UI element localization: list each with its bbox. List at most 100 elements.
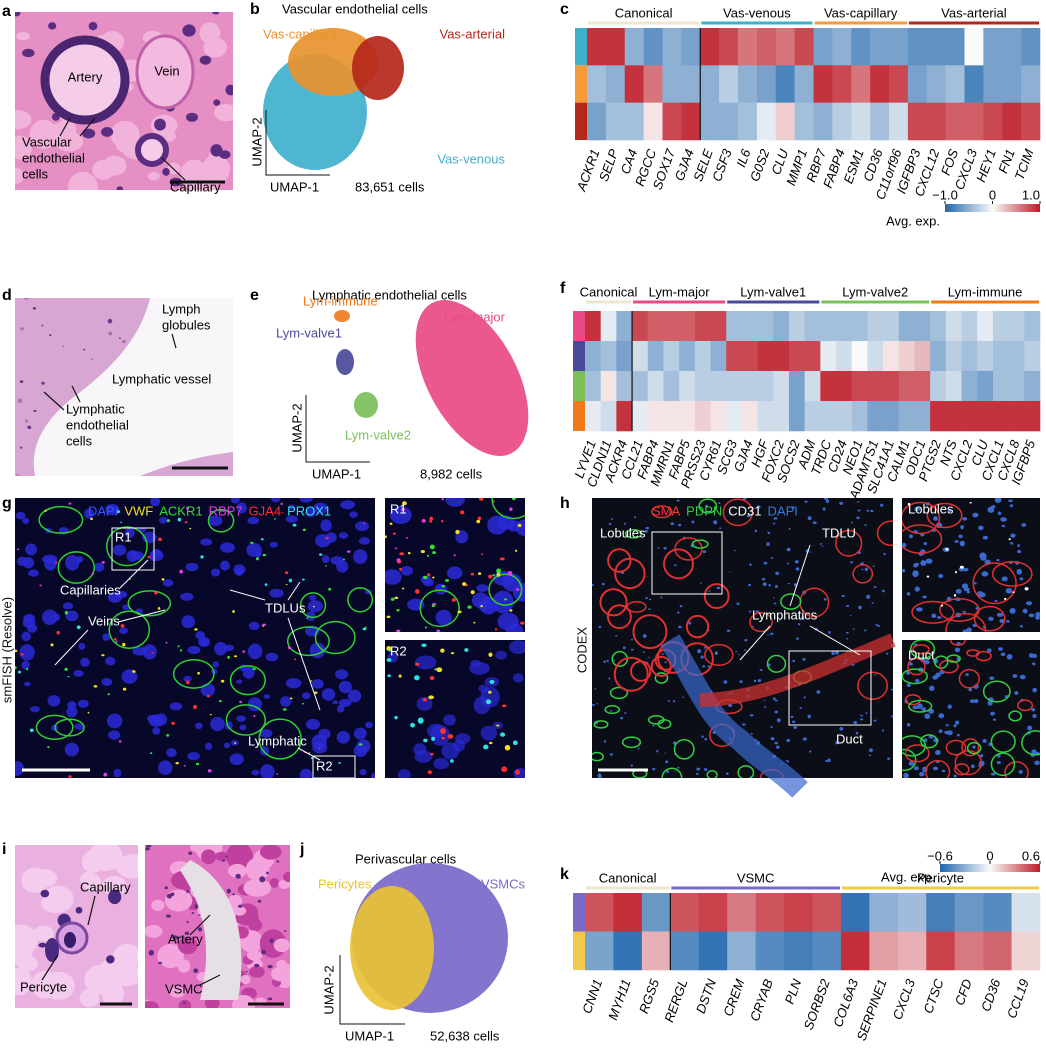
texture-dot	[971, 764, 975, 769]
texture-dot	[972, 512, 979, 518]
texture-dot	[470, 659, 482, 668]
texture-dot	[908, 761, 915, 766]
texture-dot	[825, 760, 828, 763]
texture-dot	[792, 720, 796, 724]
texture-dot	[660, 596, 663, 599]
texture-dot	[120, 624, 125, 628]
texture-dot	[652, 767, 656, 771]
texture-dot	[507, 570, 513, 576]
texture-dot	[386, 658, 392, 662]
texture-dot	[485, 699, 492, 705]
texture-dot	[20, 327, 25, 331]
axis-label: UMAP-2	[249, 117, 264, 166]
texture-dot	[93, 685, 98, 688]
texture-dot	[285, 515, 298, 523]
texture-dot	[1035, 612, 1040, 617]
texture-dot	[355, 521, 370, 532]
texture-dot	[774, 699, 778, 702]
texture-ring	[954, 763, 970, 776]
texture-dot	[481, 553, 484, 555]
texture-dot	[247, 517, 260, 525]
texture-dot	[1032, 662, 1036, 666]
texture-dot	[441, 498, 444, 501]
texture-dot	[394, 596, 399, 599]
texture-dot	[328, 587, 332, 591]
texture-dot	[1005, 587, 1013, 594]
heatmap-cell	[977, 341, 994, 372]
texture-dot	[744, 639, 748, 642]
umap-axes	[339, 955, 405, 1025]
heatmap-cell	[710, 311, 727, 342]
texture-dot	[307, 600, 323, 613]
texture-dot	[26, 624, 38, 633]
legend-entry: GJA4	[249, 503, 282, 518]
texture-dot	[665, 770, 670, 773]
texture-dot	[15, 110, 32, 130]
texture-dot	[772, 697, 776, 700]
texture-dot	[233, 906, 247, 916]
texture-dot	[1019, 625, 1024, 628]
panel-letter: k	[560, 866, 569, 883]
texture-dot	[794, 560, 799, 564]
texture-ring	[950, 640, 966, 646]
texture-dot	[436, 629, 441, 632]
texture-dot	[913, 563, 919, 568]
heatmap-cell	[605, 102, 626, 141]
label: TDLUs	[265, 600, 306, 615]
texture-dot	[914, 586, 920, 592]
texture-dot	[954, 571, 958, 574]
texture-dot	[262, 625, 264, 627]
heatmap-cell	[670, 893, 700, 932]
texture-dot	[152, 727, 161, 735]
cluster-label: VSMCs	[481, 876, 526, 891]
texture-dot	[648, 608, 651, 610]
heatmap-cell	[679, 341, 696, 372]
texture-dot	[64, 742, 79, 757]
texture-ring	[704, 643, 734, 666]
heatmap-cell	[820, 341, 837, 372]
heatmap-cell	[907, 65, 928, 103]
texture-dot	[1017, 544, 1021, 547]
heatmap-cell	[1021, 28, 1041, 66]
texture-dot	[247, 643, 263, 660]
heatmap-cell	[624, 102, 644, 141]
heatmap-cell	[869, 893, 899, 932]
texture-dot	[201, 849, 217, 865]
group-label: Lym-immune	[948, 284, 1023, 299]
texture-dot	[931, 613, 937, 619]
heatmap-cell	[616, 371, 633, 402]
umap-title: Vascular endothelial cells	[282, 1, 428, 16]
texture-dot	[958, 534, 963, 539]
texture-dot	[299, 768, 312, 778]
gene-label: SORBS2	[801, 976, 833, 1031]
colorbar-tick-label: 0	[989, 187, 996, 202]
texture-dot	[982, 535, 988, 540]
texture-dot	[921, 707, 927, 712]
texture-dot	[200, 555, 204, 559]
texture-dot	[101, 981, 124, 1006]
texture-dot	[276, 773, 279, 775]
texture-dot	[674, 770, 677, 772]
texture-dot	[473, 621, 476, 624]
texture-dot	[220, 560, 230, 571]
texture-dot	[162, 167, 170, 176]
texture-dot	[642, 634, 647, 638]
heatmap-cell	[694, 371, 711, 402]
heatmap-cell	[616, 401, 633, 432]
texture-dot	[932, 766, 939, 771]
micrograph	[15, 498, 375, 778]
heatmap-cell	[832, 65, 852, 103]
label: Lymphatic	[248, 733, 307, 748]
label: Veins	[88, 613, 120, 628]
texture-dot	[346, 550, 351, 553]
texture-dot	[415, 589, 420, 594]
texture-ring	[961, 738, 980, 757]
heatmap-cell	[945, 102, 965, 141]
heatmap-cell	[977, 371, 994, 402]
umap-cluster	[352, 36, 404, 100]
texture-dot	[432, 551, 437, 555]
arrow	[59, 117, 186, 181]
texture-dot	[238, 904, 243, 908]
panel-letter: a	[2, 3, 11, 20]
texture-dot	[421, 519, 426, 523]
